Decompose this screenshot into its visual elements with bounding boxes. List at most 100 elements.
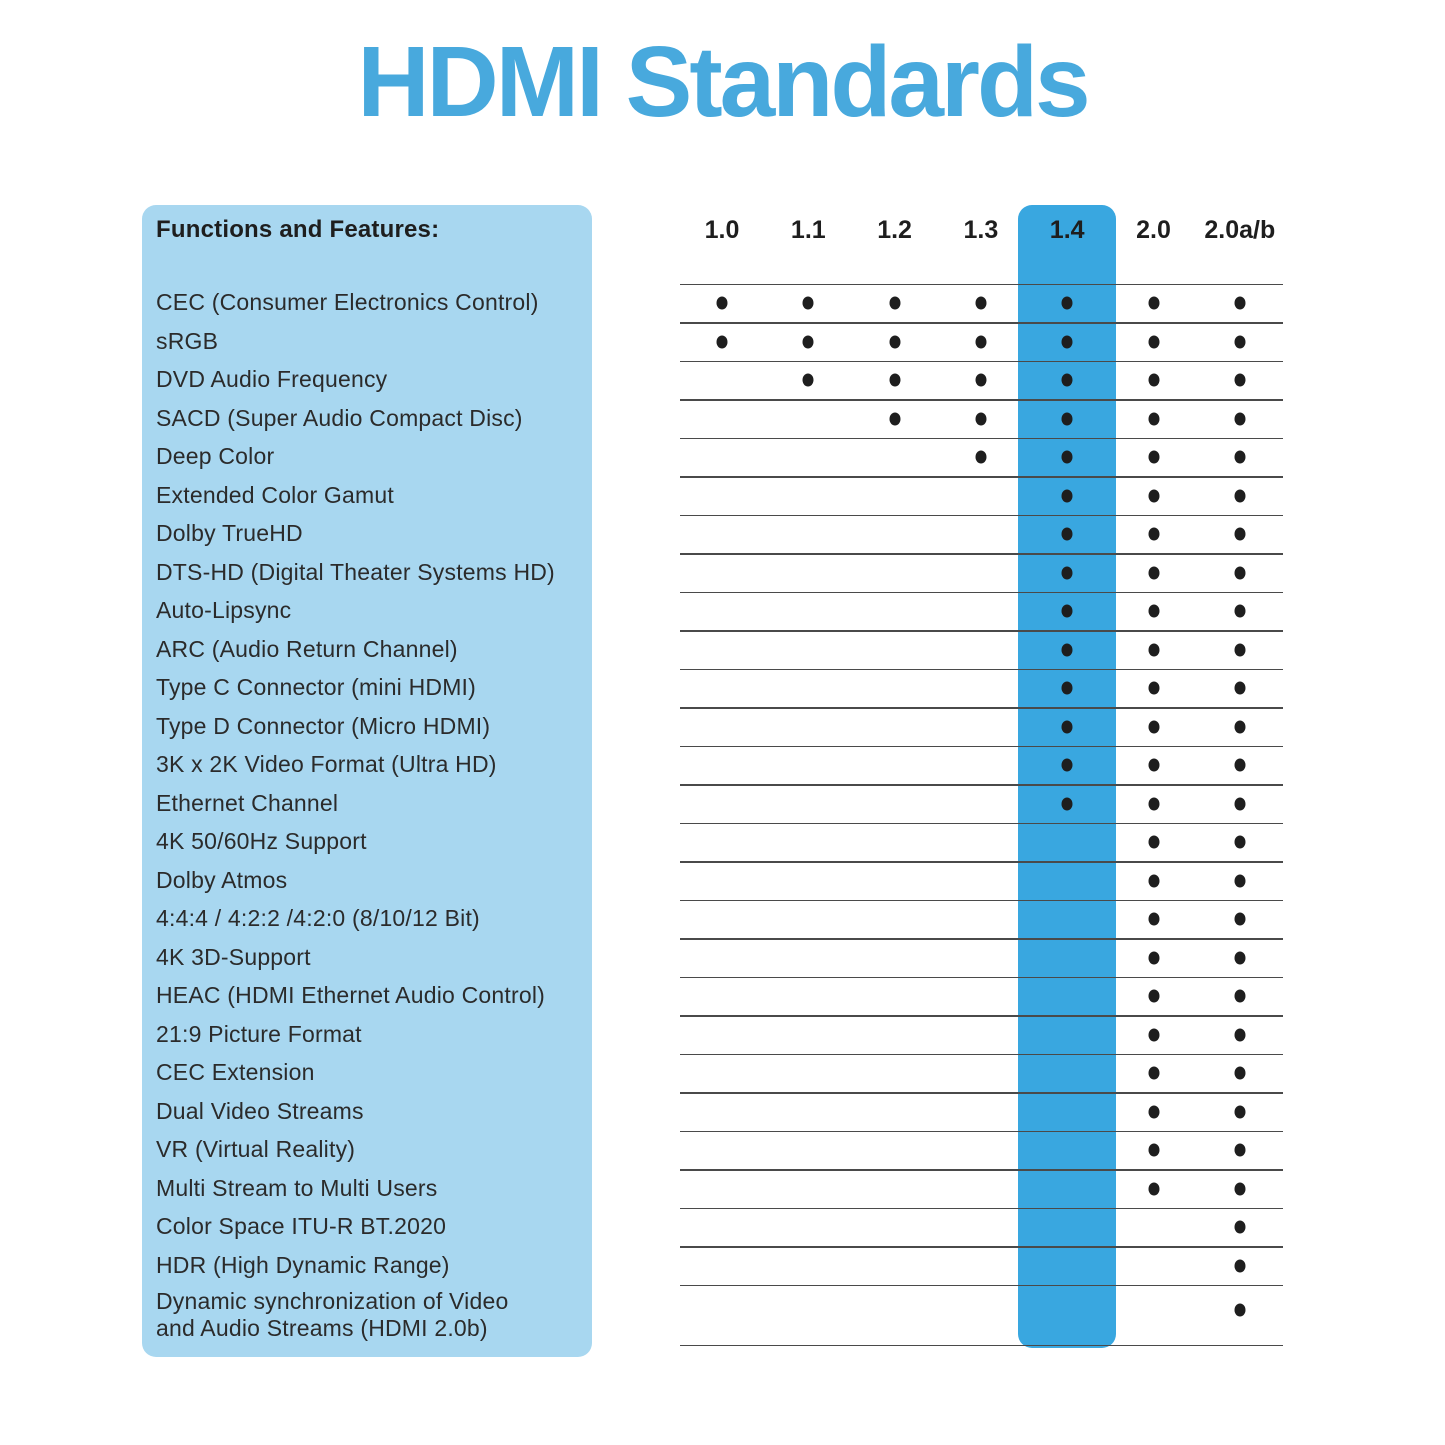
support-dot [1234,989,1246,1003]
feature-label: Type D Connector (Micro HDMI) [156,712,491,739]
support-dot [1234,835,1246,849]
support-dot [1234,527,1246,541]
support-dot [1148,643,1159,657]
version-header-highlighted: 1.4 [1049,216,1085,244]
support-dot [1148,296,1159,310]
support-dot [1148,874,1159,888]
support-dot [1234,643,1246,657]
support-dot [1148,951,1159,965]
support-dot [1148,681,1159,695]
support-dot [1234,296,1246,310]
support-dot [1061,373,1073,387]
support-dot [1148,450,1159,464]
support-dot [1234,1105,1246,1119]
feature-label: DVD Audio Frequency [156,366,388,393]
support-dot [889,373,901,387]
support-dot [802,335,814,349]
version-header: 2.0 [1136,216,1171,244]
row-divider [680,283,1283,286]
row-divider [680,1169,1283,1171]
support-dot [1234,1303,1246,1316]
support-dot [1061,681,1073,695]
row-divider [680,822,1283,825]
support-dot [1061,412,1073,426]
support-dot [1061,758,1073,772]
support-dot [1061,797,1073,811]
support-dot [1234,489,1246,503]
support-dot [1148,1066,1159,1080]
support-dot [1234,797,1246,811]
row-divider [680,322,1283,324]
support-dot [1148,489,1159,503]
support-dot [1061,335,1073,349]
support-dot [1148,835,1159,849]
support-dot [1234,1028,1246,1042]
support-dot [1234,1143,1246,1157]
version-header: 1.0 [704,216,740,244]
feature-label: HDR (High Dynamic Range) [156,1251,450,1278]
feature-label: SACD (Super Audio Compact Disc) [156,404,523,431]
support-dot [1148,1143,1159,1157]
support-dot [1234,912,1246,926]
support-dot [1148,335,1159,349]
support-dot [1234,373,1246,387]
support-dot [1234,951,1246,965]
support-dot [1234,720,1246,734]
feature-label: 21:9 Picture Format [156,1020,362,1047]
feature-label: Deep Color [156,443,275,470]
feature-label: HEAC (HDMI Ethernet Audio Control) [156,982,545,1009]
feature-label: Dynamic synchronization of Video and Aud… [156,1287,509,1341]
support-dot [716,335,728,349]
row-divider [680,476,1283,478]
row-divider [680,1130,1283,1133]
row-divider [680,707,1283,709]
features-panel-background [142,205,592,1357]
support-dot [1148,989,1159,1003]
support-dot [1148,720,1159,734]
row-divider [680,1092,1283,1094]
row-divider [680,360,1283,363]
support-dot [975,373,987,387]
support-dot [1061,720,1073,734]
row-divider [680,1344,1283,1347]
feature-label: Multi Stream to Multi Users [156,1174,438,1201]
version-header: 1.1 [790,216,826,244]
row-divider [680,899,1283,902]
support-dot [1148,527,1159,541]
row-divider [680,514,1283,517]
support-dot [1234,1259,1246,1273]
support-dot [889,412,901,426]
support-dot [1061,450,1073,464]
support-dot [1061,643,1073,657]
support-dot [1234,1066,1246,1080]
support-dot [1234,1220,1246,1234]
feature-label: Dolby Atmos [156,866,288,893]
support-dot [889,296,901,310]
support-dot [802,373,814,387]
row-divider [680,668,1283,671]
row-divider [680,1246,1283,1248]
feature-label: 3K x 2K Video Format (Ultra HD) [156,751,497,778]
highlighted-column-band [1018,205,1116,1348]
feature-label: Extended Color Gamut [156,481,394,508]
features-column-header: Functions and Features: [156,216,440,243]
support-dot [975,335,987,349]
support-dot [1061,296,1073,310]
support-dot [1061,489,1073,503]
feature-label: 4:4:4 / 4:2:2 /4:2:0 (8/10/12 Bit) [156,905,480,932]
row-divider [680,1207,1283,1210]
row-divider [680,861,1283,863]
row-divider [680,976,1283,979]
support-dot [1234,758,1246,772]
support-dot [1234,874,1246,888]
support-dot [716,296,728,310]
support-dot [1234,604,1246,618]
row-divider [680,745,1283,748]
feature-label: Color Space ITU-R BT.2020 [156,1213,447,1240]
support-dot [1061,566,1073,580]
feature-label: Dual Video Streams [156,1097,364,1124]
row-divider [680,938,1283,940]
support-dot [1234,681,1246,695]
feature-label: Dolby TrueHD [156,520,303,547]
